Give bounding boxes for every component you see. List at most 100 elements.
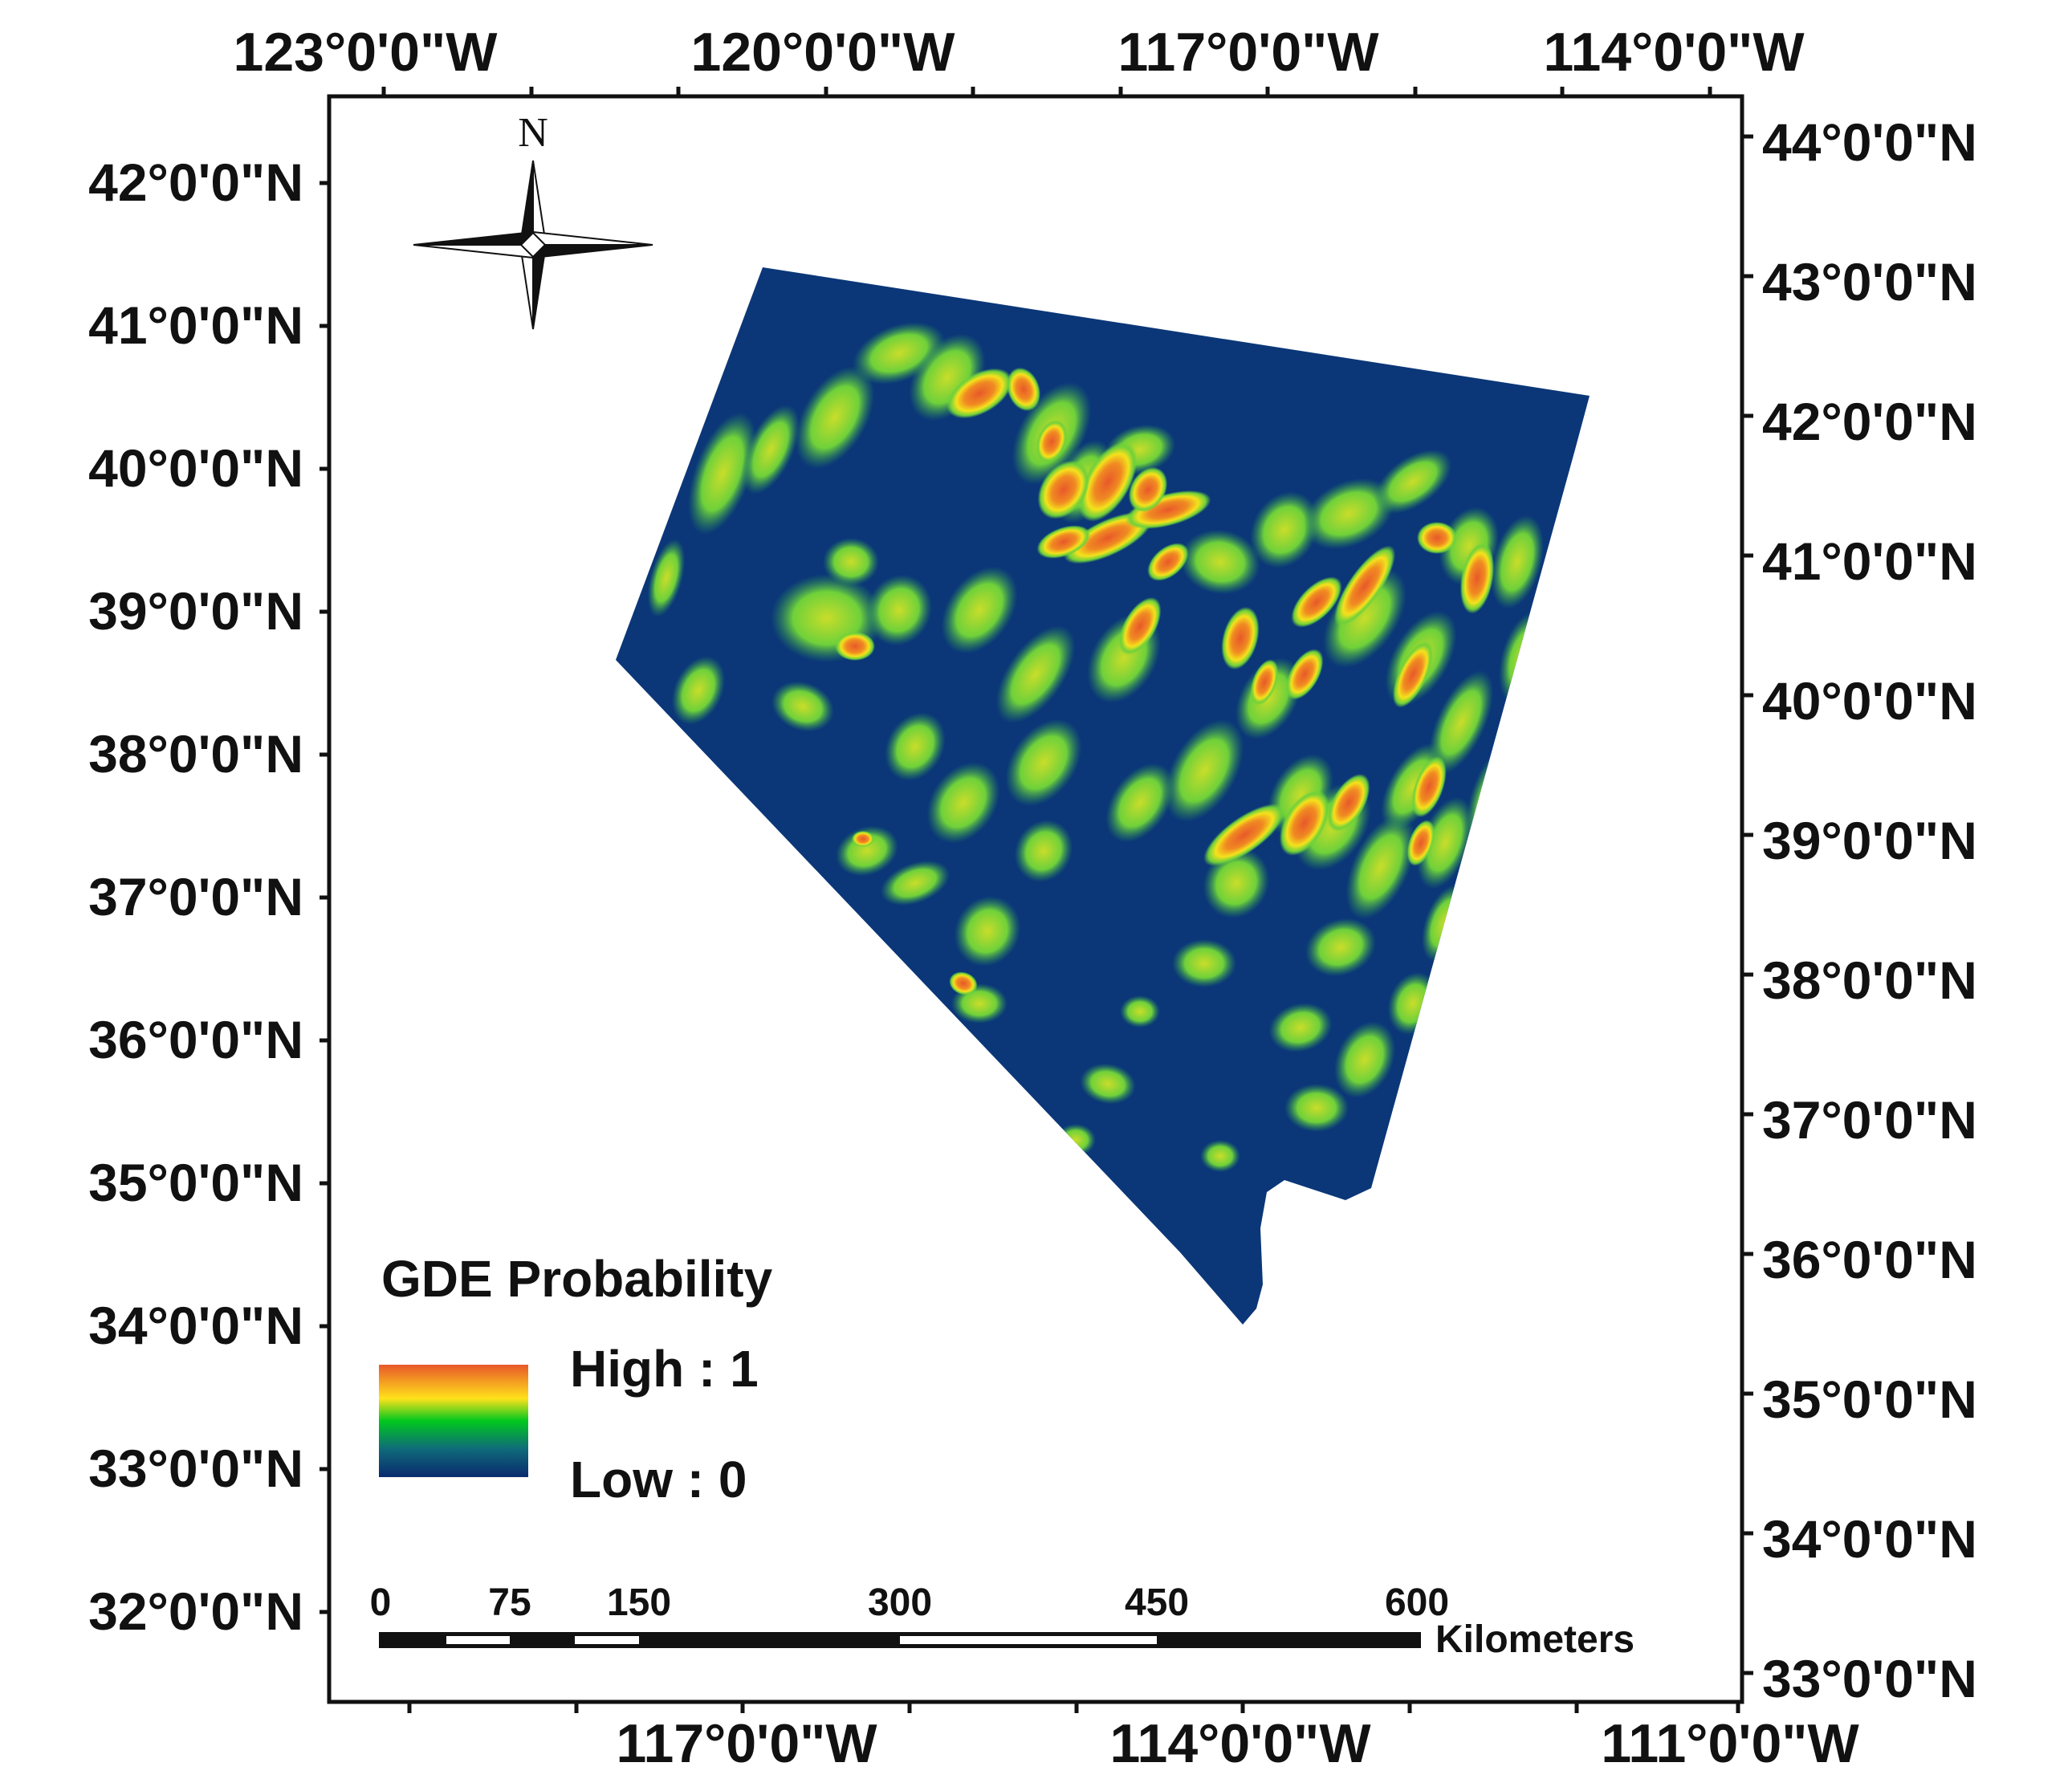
probability-patch [795, 366, 875, 469]
axis-right-labels: 44°0'0"N 43°0'0"N 42°0'0"N 41°0'0"N 40°0… [1762, 112, 1977, 1708]
probability-patch [954, 896, 1021, 967]
probability-patch [671, 656, 726, 725]
probability-patch [1291, 576, 1342, 628]
probability-patch [647, 539, 686, 617]
axis-top-label: 117°0'0"W [1117, 22, 1379, 83]
legend-color-ramp [379, 1365, 528, 1477]
probability-patch [771, 681, 834, 732]
axis-right-label: 34°0'0"N [1762, 1509, 1977, 1569]
compass-rose-icon [413, 160, 653, 330]
probability-patch [885, 712, 946, 781]
probability-patch [1285, 649, 1324, 700]
probability-patch [1250, 491, 1319, 568]
probability-patch [995, 625, 1076, 723]
legend-title: GDE Probability [381, 1250, 773, 1308]
probability-patch [1303, 478, 1394, 550]
probability-patch [1005, 718, 1082, 807]
scale-tick-label: 0 [370, 1581, 392, 1624]
axis-bottom-labels: 117°0'0"W 114°0'0"W 111°0'0"W [616, 1713, 1859, 1774]
probability-patch [835, 632, 875, 661]
axis-left-label: 41°0'0"N [88, 295, 303, 355]
axis-left-label: 33°0'0"N [88, 1439, 303, 1498]
probability-patch [1180, 529, 1260, 595]
probability-patch [1417, 522, 1457, 554]
axis-right-label: 40°0'0"N [1762, 671, 1977, 731]
probability-patch [1105, 763, 1174, 843]
probability-patch [1491, 515, 1544, 609]
legend-low-label: Low : 0 [570, 1451, 747, 1508]
scale-tick-label: 75 [488, 1581, 531, 1624]
axis-right-label: 38°0'0"N [1762, 950, 1977, 1010]
legend-high-label: High : 1 [570, 1340, 759, 1398]
probability-patch [866, 574, 932, 646]
probability-patch [1411, 755, 1447, 818]
probability-patch [1392, 641, 1434, 708]
axis-left-label: 42°0'0"N [88, 153, 303, 212]
probability-patch [1406, 820, 1435, 866]
probability-patch [1080, 1063, 1136, 1105]
axis-bottom-label: 117°0'0"W [616, 1713, 877, 1774]
axis-right-label: 41°0'0"N [1762, 531, 1977, 591]
probability-patch [1125, 490, 1211, 529]
axis-top-label: 114°0'0"W [1543, 22, 1805, 83]
axis-bottom-label: 111°0'0"W [1601, 1713, 1859, 1774]
probability-patch [1268, 1003, 1333, 1052]
axis-right-label: 39°0'0"N [1762, 811, 1977, 870]
probability-patch [880, 860, 951, 906]
scale-tick-label: 300 [868, 1581, 932, 1624]
probability-patch [1172, 939, 1236, 987]
scale-tick-label: 450 [1125, 1581, 1189, 1624]
probability-patch [1327, 773, 1370, 832]
axis-right-label: 33°0'0"N [1762, 1649, 1977, 1708]
probability-patch [1164, 719, 1244, 822]
axis-right-label: 36°0'0"N [1762, 1230, 1977, 1289]
probability-patch [1250, 659, 1279, 706]
probability-patch [946, 368, 1012, 419]
probability-patch [1333, 545, 1396, 627]
probability-patch [1006, 367, 1041, 412]
probability-patch [1428, 670, 1494, 775]
axis-left-label: 37°0'0"N [88, 867, 303, 926]
probability-patch [1203, 804, 1285, 866]
axis-top-labels: 123°0'0"W 120°0'0"W 117°0'0"W 114°0'0"W [234, 22, 1805, 83]
probability-patch [1200, 1140, 1240, 1172]
axis-right-label: 35°0'0"N [1762, 1370, 1977, 1429]
north-arrow: N [413, 110, 653, 330]
probability-patch [1417, 796, 1473, 889]
axis-right-label: 37°0'0"N [1762, 1090, 1977, 1150]
probability-patch [941, 566, 1018, 654]
probability-patch [926, 762, 1000, 844]
probability-patch [1221, 606, 1260, 670]
probability-patch [1120, 995, 1160, 1028]
axis-left-label: 32°0'0"N [88, 1581, 303, 1641]
probability-patch [1279, 790, 1330, 856]
graticule-ticks [320, 87, 1753, 1713]
probability-patch [742, 405, 800, 495]
probability-patch [1374, 450, 1452, 514]
probability-patch [836, 825, 898, 877]
scale-bar: 0 75 150 300 450 600 Kilometers [370, 1581, 1634, 1661]
axis-left-label: 35°0'0"N [88, 1153, 303, 1212]
probability-hotspots [647, 322, 1552, 1172]
probability-patch [852, 831, 874, 847]
probability-patch [1014, 820, 1073, 882]
probability-patch [823, 538, 879, 586]
probability-patch [1345, 814, 1416, 920]
probability-patch [1284, 1084, 1349, 1132]
scale-tick-label: 150 [607, 1581, 671, 1624]
axis-right-label: 44°0'0"N [1762, 112, 1977, 172]
axis-left-label: 34°0'0"N [88, 1296, 303, 1355]
probability-patch [1128, 466, 1168, 513]
axis-left-labels: 42°0'0"N 41°0'0"N 40°0'0"N 39°0'0"N 38°0… [88, 153, 303, 1641]
gde-probability-raster [616, 267, 1590, 1325]
axis-right-label: 43°0'0"N [1762, 252, 1977, 311]
probability-patch [1147, 543, 1189, 581]
probability-patch [1118, 596, 1162, 656]
north-label: N [518, 110, 548, 156]
axis-bottom-label: 114°0'0"W [1109, 1713, 1371, 1774]
probability-patch [1078, 442, 1138, 522]
probability-patch [949, 971, 978, 995]
axis-left-label: 40°0'0"N [88, 438, 303, 498]
axis-left-label: 36°0'0"N [88, 1010, 303, 1069]
